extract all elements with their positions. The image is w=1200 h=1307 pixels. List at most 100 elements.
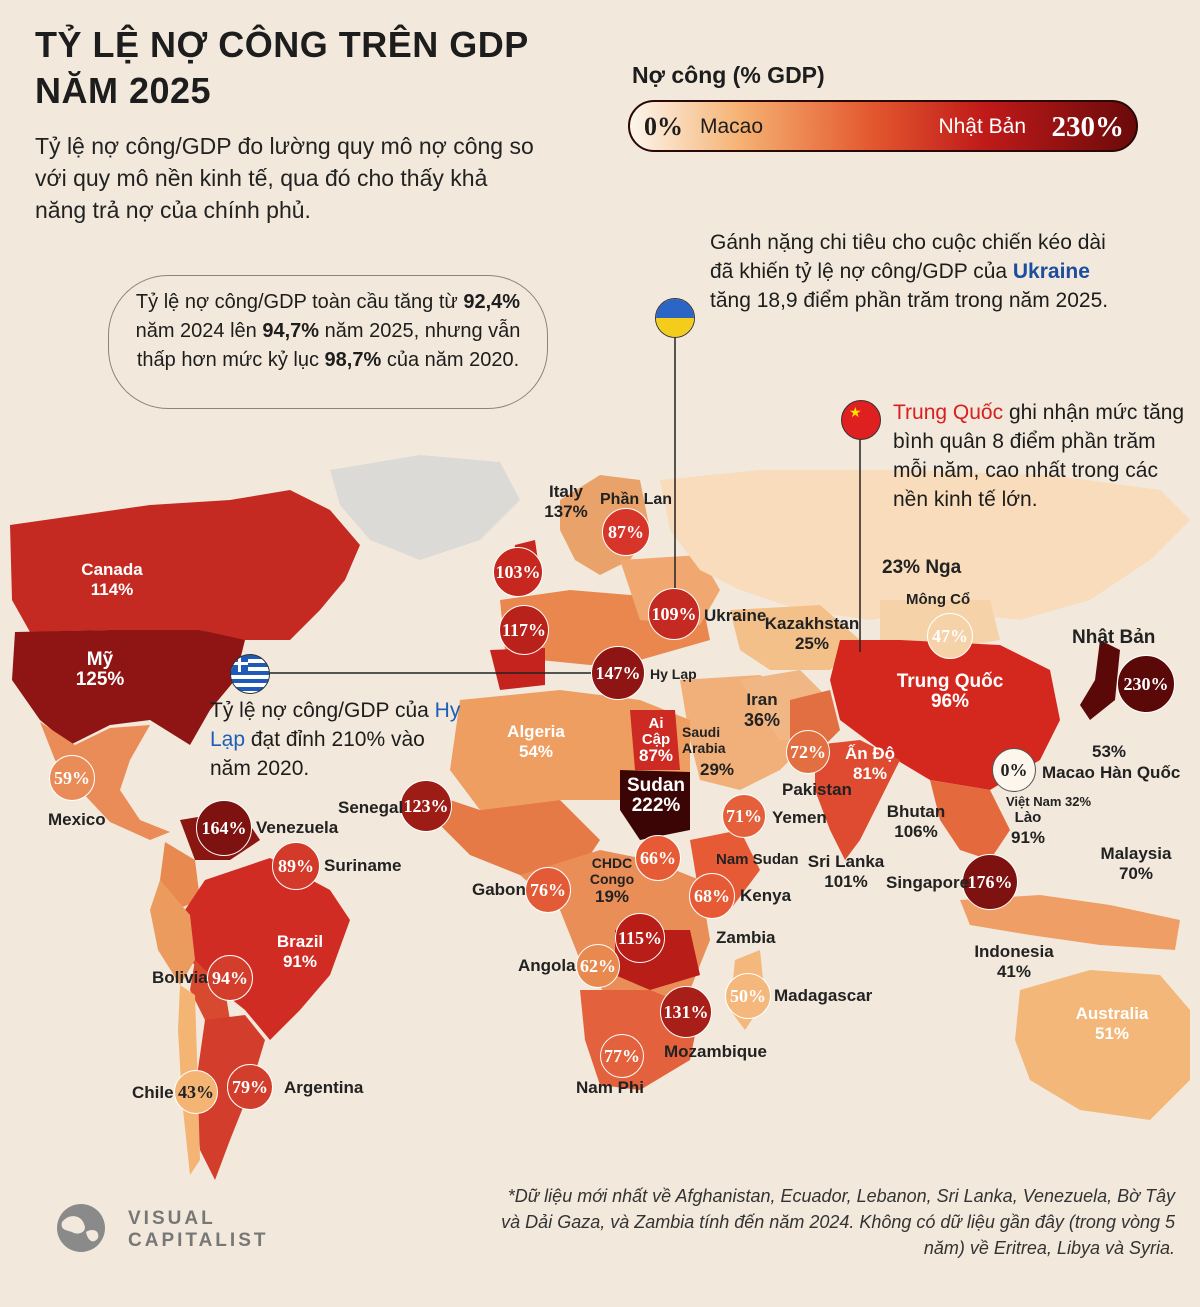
title-line-1: TỶ LỆ NỢ CÔNG TRÊN GDP: [35, 24, 529, 65]
madagascar-name: Madagascar: [774, 986, 873, 1005]
venezuela-marker: 164%: [196, 800, 252, 856]
italy-value: 137%: [544, 502, 588, 521]
brazil-name: Brazil: [276, 932, 324, 951]
global-debt-note: Tỷ lệ nợ công/GDP toàn cầu tăng từ 92,4%…: [108, 275, 548, 409]
brazil-value: 91%: [282, 952, 318, 971]
sri-lanka-value: 101%: [824, 872, 868, 891]
drc-label: CHDC Congo 19%: [588, 855, 636, 905]
china-note-name: Trung Quốc: [893, 401, 1004, 424]
global-note-text-3: năm 2025, nhưng vẫn thấp hơn mức kỷ lục: [136, 320, 521, 371]
legend-max-value: 230%: [1051, 111, 1125, 143]
global-note-value-2024: 92,4%: [463, 291, 521, 313]
canada-value: 114%: [90, 580, 134, 599]
chile-marker: 43%: [174, 1070, 218, 1114]
ukraine-note-text-2: tăng 18,9 điểm phần trăm trong năm 2025.: [710, 289, 1109, 312]
spain-shape: [490, 648, 545, 690]
india-name: Ấn Độ: [844, 744, 896, 763]
bhutan-name: Bhutan: [886, 802, 946, 821]
bhutan-value: 106%: [894, 822, 938, 841]
sudan-name: Sudan: [626, 775, 686, 796]
macao-name: Macao: [1042, 763, 1095, 782]
vietnam-value: 32%: [1065, 794, 1092, 809]
iran-label: Iran 36%: [744, 690, 780, 730]
laos-label: Lào 91%: [1011, 808, 1045, 848]
singapore-marker: 176%: [962, 854, 1018, 910]
uk-marker: 103%: [493, 547, 543, 597]
senegal-marker: 123%: [400, 780, 452, 832]
south-sudan-name: Nam Sudan: [716, 851, 799, 868]
kenya-name: Kenya: [740, 886, 792, 905]
france-marker: 117%: [499, 605, 549, 655]
usa-name: Mỹ: [86, 649, 114, 670]
kazakhstan-name: Kazakhstan: [764, 614, 860, 633]
egypt-shape: [630, 710, 680, 770]
greece-note-name: Hy Lạp: [210, 699, 461, 751]
zambia-name: Zambia: [716, 928, 776, 947]
usa-value: 125%: [75, 669, 125, 690]
ukraine-map-name: Ukraine: [704, 606, 767, 625]
indonesia-name: Indonesia: [974, 942, 1054, 961]
gabon-marker: 76%: [525, 867, 571, 913]
page-title: TỶ LỆ NỢ CÔNG TRÊN GDP NĂM 2025: [35, 22, 595, 114]
saudi-name: Saudi Arabia: [682, 724, 726, 756]
chile-name: Chile: [132, 1083, 174, 1102]
brazil-label: Brazil 91%: [277, 932, 323, 972]
canada-label: Canada 114%: [81, 560, 142, 600]
venezuela-name: Venezuela: [256, 818, 339, 837]
laos-name: Lào: [1014, 809, 1042, 826]
angola-marker: 62%: [576, 944, 620, 988]
mozambique-name: Mozambique: [664, 1042, 767, 1061]
kenya-marker: 68%: [689, 873, 735, 919]
madagascar-marker: 50%: [725, 973, 771, 1019]
greece-note: Tỷ lệ nợ công/GDP của Hy Lạp đạt đỉnh 21…: [210, 696, 470, 783]
china-map-name: Trung Quốc: [896, 671, 1004, 692]
iran-name: Iran: [746, 690, 778, 709]
bhutan-label: Bhutan 106%: [887, 802, 946, 842]
legend-min-value: 0%: [644, 112, 683, 141]
pakistan-name: Pakistan: [782, 780, 852, 799]
mongolia-name: Mông Cổ: [906, 591, 971, 608]
brand-logo: VISUAL CAPITALIST: [48, 1198, 288, 1258]
usa-shape: [12, 630, 245, 745]
south-sudan-marker: 66%: [635, 835, 681, 881]
kazakhstan-label: Kazakhstan 25%: [765, 614, 859, 654]
legend-max-label: Nhật Bản: [938, 115, 1026, 138]
sri-lanka-name: Sri Lanka: [807, 852, 885, 871]
china-flag-icon: ★: [841, 400, 881, 440]
ukraine-flag-icon: [655, 298, 695, 338]
drc-value: 19%: [594, 887, 630, 906]
global-note-text-4: của năm 2020.: [381, 349, 520, 371]
italy-label: Italy 137%: [544, 482, 587, 522]
algeria-label: Algeria 54%: [507, 722, 565, 762]
russia-label: 23% Nga: [882, 558, 961, 578]
kazakhstan-shape: [730, 605, 860, 670]
mexico-shape: [40, 722, 170, 840]
subtitle: Tỷ lệ nợ công/GDP đo lường quy mô nợ côn…: [35, 133, 534, 223]
mongolia-marker: 47%: [927, 613, 973, 659]
italy-name: Italy: [548, 482, 584, 501]
russia-shape: [660, 470, 1190, 620]
laos-value: 91%: [1010, 828, 1046, 847]
greece-note-text-2: đạt đỉnh 210% vào năm 2020.: [210, 728, 425, 780]
mexico-name: Mexico: [48, 810, 106, 829]
ukraine-note-name: Ukraine: [1012, 260, 1090, 283]
vietnam-label: Việt Nam 32%: [1006, 792, 1091, 812]
china-note-text: ghi nhận mức tăng bình quân 8 điểm phần …: [893, 401, 1185, 511]
algeria-name: Algeria: [507, 722, 565, 741]
india-shape: [815, 740, 900, 860]
brand-line-1: VISUAL: [128, 1208, 216, 1229]
mexico-marker: 59%: [49, 755, 95, 801]
china-label: Trung Quốc 96%: [897, 672, 1004, 712]
ukraine-note-text-1: Gánh nặng chi tiêu cho cuộc chiến kéo dà…: [710, 231, 1106, 283]
peru-shape: [150, 880, 195, 985]
yemen-marker: 71%: [722, 794, 766, 838]
sri-lanka-label: Sri Lanka 101%: [808, 852, 885, 892]
singapore-name: Singapore: [886, 873, 970, 892]
zambia-marker: 115%: [615, 913, 665, 963]
brand-line-2: CAPITALIST: [128, 1230, 269, 1251]
global-note-value-record: 98,7%: [324, 349, 382, 371]
footnote: *Dữ liệu mới nhất về Afghanistan, Ecuado…: [501, 1186, 1175, 1258]
sudan-value: 222%: [631, 795, 681, 816]
japan-marker: 230%: [1117, 655, 1175, 713]
japan-shape: [1080, 640, 1120, 720]
